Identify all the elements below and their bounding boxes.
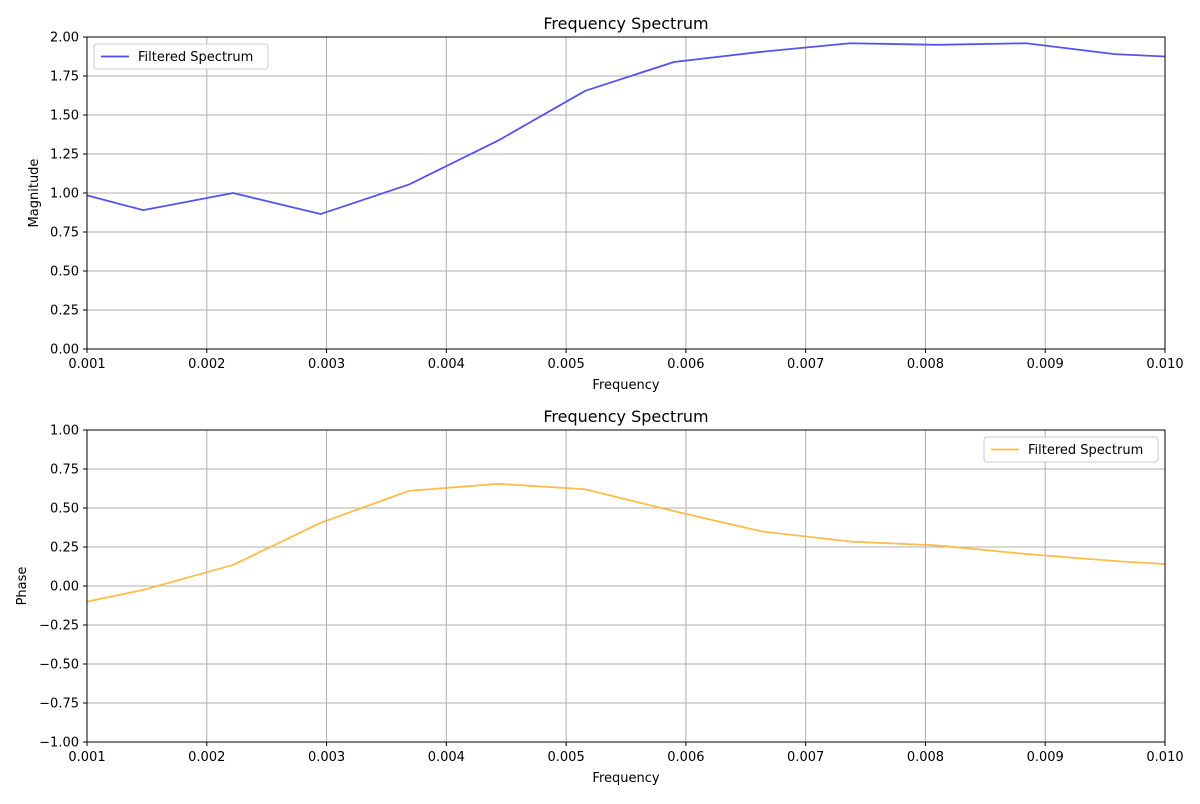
x-tick-label: 0.009 xyxy=(1027,750,1064,765)
legend: Filtered Spectrum xyxy=(93,43,269,70)
y-tick-label: 0.75 xyxy=(50,463,79,478)
x-tick-label: 0.010 xyxy=(1146,750,1183,765)
x-tick-label: 0.003 xyxy=(308,357,345,372)
x-tick-label: 0.001 xyxy=(68,750,105,765)
x-tick-label: 0.010 xyxy=(1146,357,1183,372)
y-tick-label: −0.25 xyxy=(39,619,79,634)
x-tick-label: 0.004 xyxy=(428,750,465,765)
y-tick-label: 1.00 xyxy=(50,187,79,202)
y-tick-label: 1.75 xyxy=(50,70,79,85)
x-tick-label: 0.005 xyxy=(548,357,585,372)
chart-panel-2: 0.001 0.002 0.003 0.004 0.005 0.006 0.007 0.008… xyxy=(15,407,1184,786)
y-tick-label: −1.00 xyxy=(39,736,79,751)
y-tick-label: 1.25 xyxy=(50,148,79,163)
y-tick-label: 0.50 xyxy=(50,265,79,280)
legend-label: Filtered Spectrum xyxy=(1028,443,1143,458)
series-line-1 xyxy=(86,482,1166,603)
chart-panel-1: 0.001 0.002 0.003 0.004 0.005 0.006 0.007 0.008… xyxy=(27,14,1184,393)
x-tick-label: 0.009 xyxy=(1027,357,1064,372)
x-tick-label: 0.001 xyxy=(68,357,105,372)
x-tick-label: 0.005 xyxy=(548,750,585,765)
x-axis-label: Frequency xyxy=(592,771,659,786)
y-tick-label: 1.00 xyxy=(50,424,79,439)
x-tick-label: 0.004 xyxy=(428,357,465,372)
x-tick-label: 0.008 xyxy=(907,357,944,372)
chart-title: Frequency Spectrum xyxy=(543,407,708,426)
y-tick-label: 0.00 xyxy=(50,343,79,358)
y-tick-label: 0.00 xyxy=(50,580,79,595)
axes-frame xyxy=(86,429,1166,743)
y-tick-label: 2.00 xyxy=(50,31,79,46)
y-tick-label: 0.75 xyxy=(50,226,79,241)
series-line-1 xyxy=(86,42,1166,215)
y-axis-label: Phase xyxy=(15,567,30,606)
y-tick-label: 0.25 xyxy=(50,541,79,556)
x-axis-label: Frequency xyxy=(592,378,659,393)
x-tick-label: 0.006 xyxy=(667,750,704,765)
x-tick-label: 0.008 xyxy=(907,750,944,765)
chart-title: Frequency Spectrum xyxy=(543,14,708,33)
y-tick-label: 0.25 xyxy=(50,304,79,319)
x-tick-label: 0.002 xyxy=(188,750,225,765)
y-axis-label: Magnitude xyxy=(27,159,42,228)
x-tick-label: 0.003 xyxy=(308,750,345,765)
x-tick-label: 0.007 xyxy=(787,750,824,765)
legend-box xyxy=(983,436,1159,463)
y-tick-label: −0.75 xyxy=(39,697,79,712)
x-tick-label: 0.007 xyxy=(787,357,824,372)
legend-label: Filtered Spectrum xyxy=(138,50,253,65)
legend: Filtered Spectrum xyxy=(983,436,1159,463)
x-tick-label: 0.006 xyxy=(667,357,704,372)
y-tick-label: 0.50 xyxy=(50,502,79,517)
y-tick-label: −0.50 xyxy=(39,658,79,673)
x-tick-label: 0.002 xyxy=(188,357,225,372)
legend-box xyxy=(93,43,269,70)
y-tick-label: 1.50 xyxy=(50,109,79,124)
axes-frame xyxy=(86,36,1166,350)
